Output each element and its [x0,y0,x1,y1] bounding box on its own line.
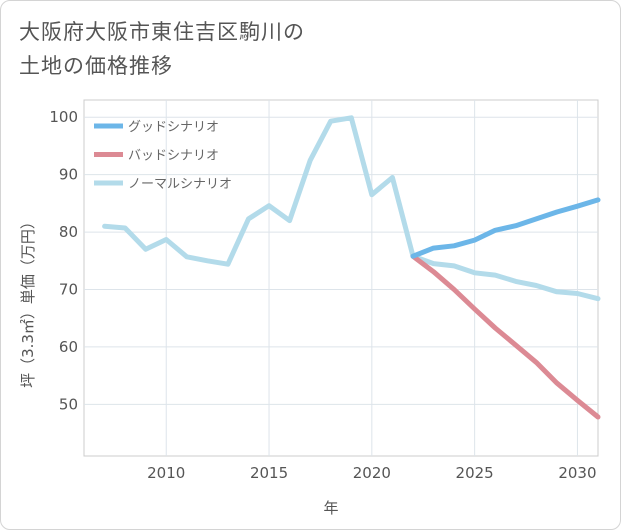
legend-label-good: グッドシナリオ [128,120,219,135]
x-tick-label-2015: 2015 [250,464,288,482]
y-axis-title: 坪（3.3㎡）単価（万円） [19,214,37,388]
grid [84,100,598,456]
legend-label-bad: バッドシナリオ [128,149,219,164]
plot-area-border [83,99,599,457]
y-tick-label-100: 100 [49,108,78,126]
y-tick-label-90: 90 [59,166,78,184]
series-line-bad [410,253,601,420]
y-tick-label-50: 50 [59,395,78,413]
x-axis-title: 年 [323,499,338,517]
chart-title-line-1: 大阪府大阪市東住吉区駒川の [19,20,305,44]
x-tick-label-2030: 2030 [558,464,596,482]
chart-title-line-2: 土地の価格推移 [19,54,173,78]
x-tick-label-2010: 2010 [147,464,185,482]
x-tick-label-2025: 2025 [456,464,494,482]
series-line-normal [102,115,601,302]
series-line-good [410,197,601,259]
x-tick-label-2020: 2020 [353,464,391,482]
series-lines [102,115,601,420]
legend-label-normal: ノーマルシナリオ [128,177,232,192]
chart-title: 大阪府大阪市東住吉区駒川の 土地の価格推移 [19,15,305,83]
y-tick-label-60: 60 [59,338,78,356]
y-tick-label-70: 70 [59,280,78,298]
y-tick-label-80: 80 [59,223,78,241]
tick-labels: 50 60 70 80 90 100 2010 2015 2020 2025 2030 [49,108,596,482]
